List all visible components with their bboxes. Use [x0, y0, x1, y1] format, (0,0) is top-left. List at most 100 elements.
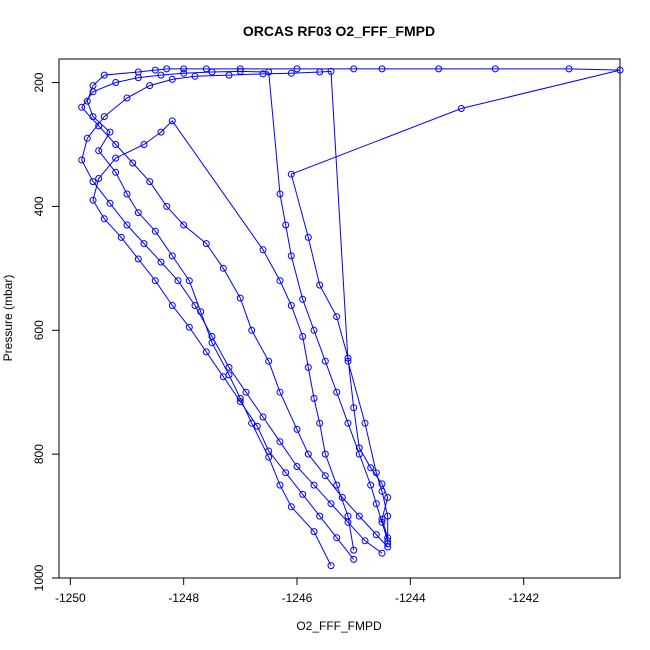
- data-point: [333, 388, 341, 396]
- series-line: [92, 120, 355, 560]
- data-point: [129, 159, 137, 167]
- data-point: [123, 94, 131, 102]
- data-point: [83, 97, 91, 105]
- data-point: [219, 373, 227, 381]
- data-point: [344, 512, 352, 520]
- data-point: [174, 277, 182, 285]
- data-point: [299, 490, 307, 498]
- data-point: [355, 512, 363, 520]
- data-point: [287, 252, 295, 260]
- data-point: [344, 419, 352, 427]
- data-point: [327, 500, 335, 508]
- data-point: [151, 277, 159, 285]
- series-line: [81, 70, 389, 554]
- data-point: [287, 170, 295, 178]
- data-point: [350, 546, 358, 554]
- data-point: [225, 71, 233, 79]
- data-point: [265, 447, 273, 455]
- data-point: [316, 68, 324, 76]
- data-point: [372, 531, 380, 539]
- data-point: [180, 65, 188, 73]
- data-point: [616, 66, 624, 74]
- series-1: [83, 65, 624, 570]
- data-point: [123, 190, 131, 198]
- data-point: [151, 66, 159, 74]
- data-point: [95, 147, 103, 155]
- data-point: [355, 450, 363, 458]
- data-point: [83, 134, 91, 142]
- data-point: [180, 221, 188, 229]
- data-point: [327, 67, 335, 75]
- data-point: [435, 65, 443, 73]
- data-point: [282, 221, 290, 229]
- data-point: [112, 79, 120, 86]
- series-line: [86, 68, 621, 566]
- data-point: [316, 281, 324, 289]
- y-axis-label: Pressure (mbar): [1, 275, 15, 362]
- series-layer: [78, 65, 624, 570]
- data-point: [100, 215, 108, 223]
- data-point: [208, 333, 216, 340]
- data-point: [344, 357, 352, 365]
- data-point: [310, 394, 318, 402]
- data-point: [89, 88, 97, 96]
- data-point: [310, 481, 318, 489]
- data-point: [333, 481, 341, 489]
- x-tick-label: -1242: [508, 591, 539, 605]
- data-point: [304, 233, 312, 241]
- data-point: [100, 71, 108, 79]
- data-point: [191, 72, 199, 80]
- data-point: [253, 422, 261, 430]
- y-tick-label: 1000: [32, 564, 46, 591]
- series-2: [78, 67, 392, 551]
- data-point: [293, 425, 301, 433]
- series-3: [78, 67, 392, 557]
- data-point: [378, 518, 386, 526]
- data-point: [321, 450, 329, 458]
- data-point: [367, 464, 375, 472]
- data-point: [123, 221, 131, 229]
- data-point: [316, 512, 324, 520]
- data-point: [259, 413, 267, 421]
- data-point: [367, 481, 375, 489]
- series-4: [89, 117, 358, 563]
- data-point: [299, 333, 307, 340]
- series-line: [81, 70, 389, 548]
- data-point: [287, 69, 295, 77]
- data-point: [134, 74, 142, 82]
- data-point: [316, 419, 324, 427]
- data-point: [117, 233, 125, 241]
- data-point: [236, 398, 244, 405]
- x-tick-label: -1246: [282, 591, 313, 605]
- data-point: [112, 168, 120, 176]
- data-point: [333, 534, 341, 542]
- data-point: [491, 65, 499, 73]
- data-point: [299, 295, 307, 303]
- y-tick-label: 600: [32, 320, 46, 340]
- data-point: [168, 252, 176, 260]
- data-point: [225, 363, 233, 371]
- data-point: [112, 154, 120, 162]
- data-point: [134, 255, 142, 263]
- data-point: [276, 481, 284, 489]
- data-point: [100, 113, 108, 121]
- data-point: [236, 294, 244, 302]
- data-point: [293, 463, 301, 470]
- chart-title: ORCAS RF03 O2_FFF_FMPD: [243, 23, 435, 39]
- data-point: [78, 156, 86, 164]
- data-point: [134, 209, 142, 217]
- data-point: [180, 69, 188, 77]
- x-axis-label: O2_FFF_FMPD: [296, 619, 382, 633]
- y-tick-label: 400: [32, 196, 46, 216]
- y-tick-label: 800: [32, 444, 46, 464]
- data-point: [287, 302, 295, 309]
- x-tick-label: -1244: [395, 591, 426, 605]
- data-point: [327, 562, 335, 570]
- data-point: [361, 537, 369, 545]
- data-point: [321, 472, 329, 480]
- x-tick-label: -1248: [168, 591, 199, 605]
- data-point: [265, 357, 273, 365]
- data-point: [168, 75, 176, 83]
- data-point: [350, 65, 358, 73]
